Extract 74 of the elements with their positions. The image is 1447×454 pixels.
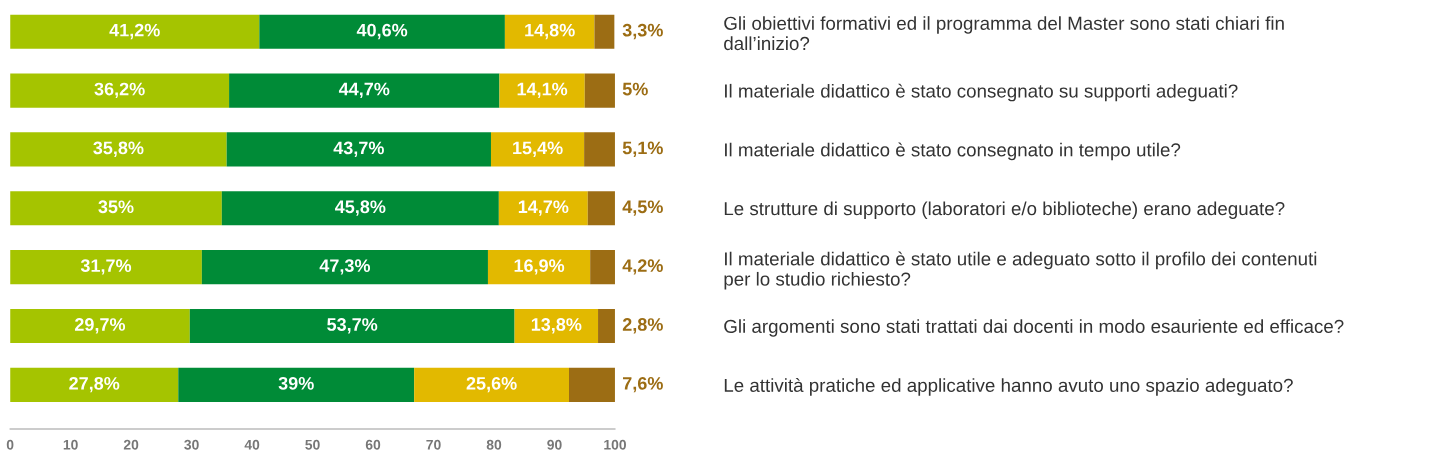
- bar: [414, 367, 570, 402]
- bar: [10, 367, 179, 402]
- data-label: 35,8%: [93, 141, 144, 157]
- y-tick-label: Il materiale didattico è stato consegnato su supporti adeguati?: [725, 83, 1238, 102]
- x-tick-label: 60: [365, 439, 381, 450]
- bar: [598, 308, 615, 344]
- bar: [514, 308, 599, 344]
- x-tick-label: 90: [547, 439, 562, 450]
- data-label: 14,1%: [517, 82, 568, 99]
- bar: [10, 191, 222, 226]
- data-label: 13,8%: [531, 318, 582, 334]
- y-tick-label: Le attività pratiche ed applicative hanno avuto uno spazio adeguato?: [724, 377, 1293, 396]
- x-tick-label: 80: [486, 439, 502, 450]
- bar: [10, 132, 227, 167]
- bar: [201, 250, 488, 285]
- data-label: 15,4%: [513, 141, 563, 157]
- y-tick-label: Gli argomenti sono stati trattati dai docenti in modo esauriente ed efficace?: [724, 319, 1344, 337]
- bar: [594, 14, 615, 49]
- data-label: 43,7%: [333, 141, 384, 157]
- data-label: 25,6%: [466, 376, 517, 393]
- bar: [259, 14, 505, 49]
- data-label: 44,7%: [338, 82, 390, 99]
- bar: [498, 191, 588, 226]
- x-tick-label: 20: [123, 439, 139, 450]
- data-label: 29,7%: [74, 318, 126, 334]
- data-label: 4,5%: [622, 200, 663, 216]
- bar: [10, 73, 230, 108]
- bar: [584, 73, 615, 108]
- data-label: 53,7%: [327, 318, 378, 334]
- data-label: 41,2%: [109, 23, 160, 40]
- bar: [587, 191, 615, 226]
- data-label: 35%: [98, 200, 134, 214]
- x-tick-label: 100: [604, 439, 626, 450]
- data-label: 47,3%: [319, 259, 371, 275]
- bar: [189, 308, 515, 344]
- bar: [499, 73, 585, 108]
- x-tick-label: 70: [426, 439, 441, 450]
- bar: [226, 132, 491, 167]
- y-tick-label: Il materiale didattico è stato utile e adeguato sotto il profilo dei contenuti per lo studio richiesto?: [724, 251, 1317, 290]
- data-label: 27,8%: [69, 376, 120, 393]
- data-label: 5,1%: [622, 141, 663, 157]
- data-label: 4,2%: [622, 259, 663, 275]
- data-label: 45,8%: [335, 200, 386, 216]
- data-label: 3,3%: [622, 23, 663, 40]
- bar: [487, 250, 591, 285]
- data-label: 36,2%: [94, 82, 145, 99]
- y-tick-label: Le strutture di supporto (laboratori e/o biblioteche) erano adeguate?: [724, 201, 1285, 219]
- data-label: 31,7%: [80, 259, 132, 275]
- data-label: 39%: [278, 376, 314, 390]
- bar: [490, 132, 585, 167]
- x-tick-label: 10: [63, 439, 78, 450]
- data-label: 14,8%: [525, 23, 575, 40]
- bar: [221, 191, 499, 226]
- bar: [178, 367, 415, 402]
- y-tick-label: Gli obiettivi formativi ed il programma del Master sono stati chiari fin dall’inizio?: [724, 16, 1284, 51]
- bar: [569, 367, 615, 402]
- x-tick-label: 0: [6, 439, 14, 450]
- data-label: 16,9%: [514, 259, 565, 275]
- data-label: 7,6%: [623, 376, 663, 393]
- bar: [10, 14, 260, 49]
- bar: [10, 308, 190, 344]
- x-tick-label: 30: [184, 439, 199, 450]
- data-label: 2,8%: [622, 318, 663, 334]
- y-tick-label: Il materiale didattico è stato consegnato in tempo utile?: [725, 142, 1181, 161]
- bar: [504, 14, 595, 49]
- bar: [590, 250, 615, 285]
- data-label: 14,7%: [518, 200, 569, 216]
- data-label: 5%: [622, 82, 648, 96]
- bar: [584, 132, 615, 167]
- x-tick-label: 50: [305, 439, 320, 450]
- bar: [10, 250, 202, 285]
- data-label: 40,6%: [356, 23, 408, 40]
- x-tick-label: 40: [244, 439, 260, 450]
- bar: [229, 73, 500, 108]
